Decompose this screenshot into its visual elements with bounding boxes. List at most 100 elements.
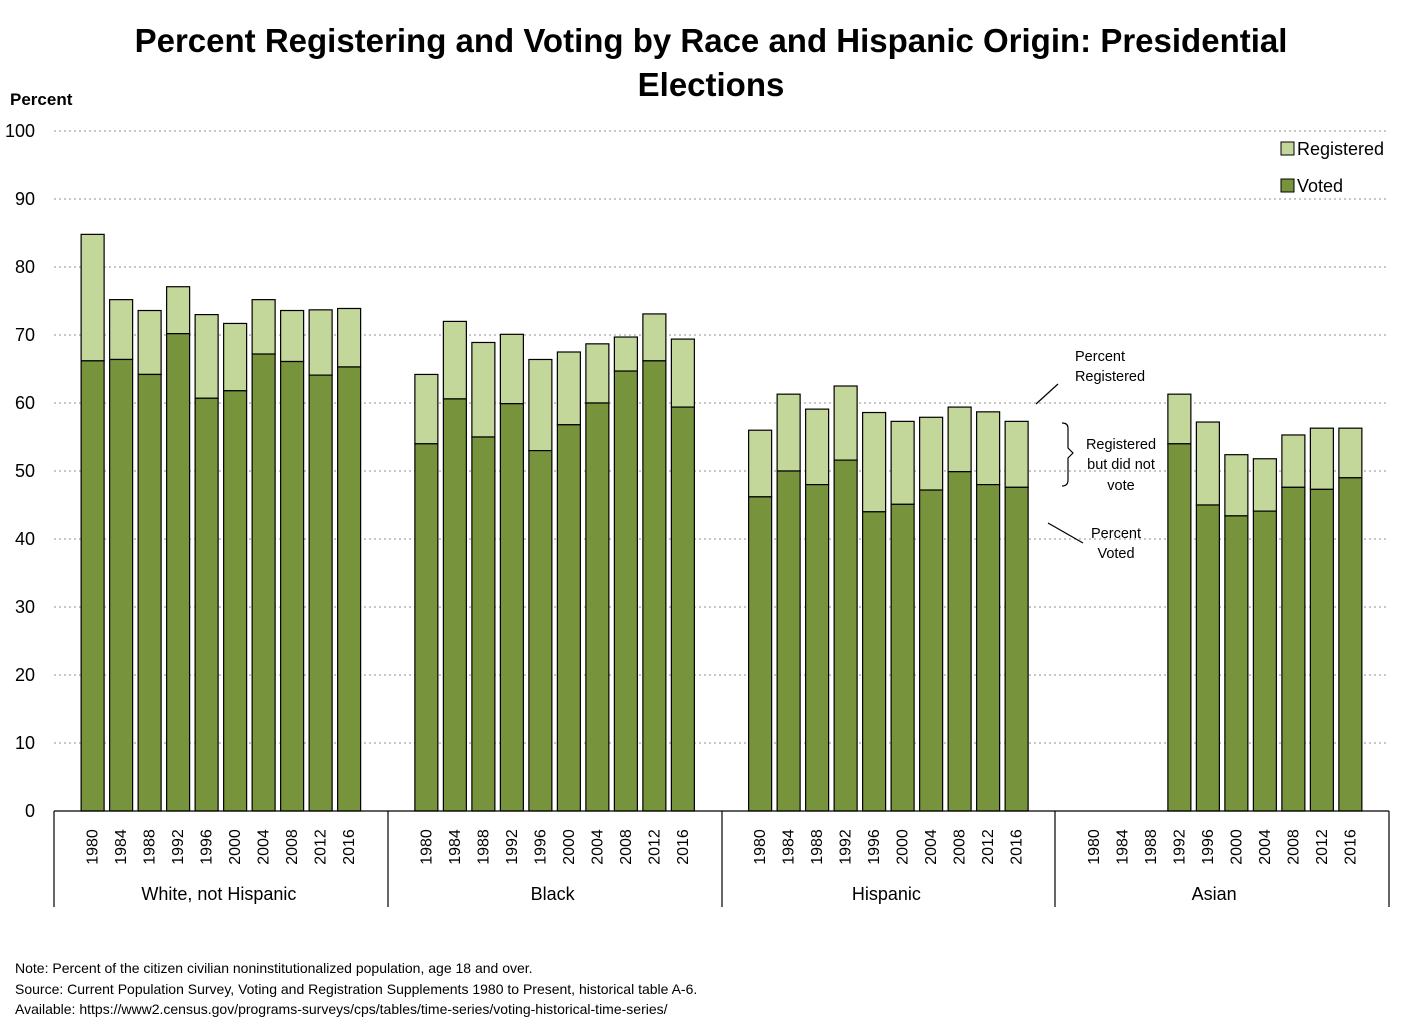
x-tick-label-year: 1980 (85, 829, 102, 865)
x-tick-label-year: 2008 (1285, 829, 1302, 865)
annotation-pointer-voted (1047, 522, 1084, 544)
x-tick-label-year: 1988 (1143, 829, 1160, 865)
annotation-percent-registered-line-2: Registered (1075, 369, 1145, 385)
x-tick-label-year: 1988 (142, 829, 159, 865)
bar-voted-1-2008 (613, 370, 638, 812)
legend-swatch-registered (1280, 141, 1295, 156)
y-axis-ticks: 0 10 20 30 40 50 60 70 80 90 100 (5, 121, 35, 821)
bar-voted-1-2004 (585, 402, 610, 812)
group-label: Hispanic (852, 884, 921, 904)
bar-voted-1-1996 (528, 450, 553, 812)
annotation-registered-not-voted-line-2: but did not (1087, 457, 1155, 473)
y-tick-label: 40 (15, 529, 35, 549)
x-tick-label-year: 2016 (1009, 829, 1026, 865)
chart-title-line-1: Percent Registering and Voting by Race a… (135, 22, 1288, 59)
bar-registered-1-1996 (528, 358, 553, 452)
bar-registered-2-1992 (833, 385, 858, 461)
annotation-percent-voted-line-2: Voted (1097, 546, 1134, 562)
group-label: Black (531, 884, 576, 904)
x-tick-label-year: 2012 (1314, 829, 1331, 865)
bar-voted-0-1980 (80, 360, 105, 812)
bar-voted-3-2000 (1224, 515, 1249, 812)
x-tick-label-year: 2012 (313, 829, 330, 865)
bar-registered-2-2008 (947, 406, 972, 473)
x-tick-label-year: 1980 (752, 829, 769, 865)
bar-registered-0-1988 (137, 309, 162, 376)
bar-registered-1-2012 (642, 313, 667, 362)
x-tick-label-year: 2000 (895, 829, 912, 865)
bar-registered-3-2016 (1338, 427, 1363, 479)
bar-voted-3-2004 (1252, 510, 1277, 812)
bar-registered-0-2000 (223, 322, 248, 392)
bar-registered-1-1980 (414, 373, 439, 445)
group-label: White, not Hispanic (141, 884, 296, 904)
x-tick-label-year: 1996 (1200, 829, 1217, 865)
x-tick-label-year: 1996 (199, 829, 216, 865)
x-tick-label-year: 2000 (561, 829, 578, 865)
y-axis-label: Percent (10, 90, 73, 109)
annotation-pointer-registered (1035, 383, 1059, 405)
x-tick-label-year: 2016 (675, 829, 692, 865)
bar-registered-1-1984 (442, 320, 467, 400)
source-line: Source: Current Population Survey, Votin… (15, 980, 698, 997)
bar-voted-1-1980 (414, 443, 439, 812)
bar-voted-1-1992 (499, 403, 524, 812)
bar-registered-2-2012 (976, 411, 1001, 486)
x-tick-label-year: 1992 (1171, 829, 1188, 865)
legend: Registered Voted (1280, 139, 1384, 196)
x-tick-label-year: 1988 (809, 829, 826, 865)
x-tick-label-year: 2016 (341, 829, 358, 865)
bar-voted-1-2016 (670, 406, 695, 812)
bar-voted-0-2008 (280, 360, 305, 812)
y-tick-label: 50 (15, 461, 35, 481)
bar-voted-2-1980 (748, 496, 773, 812)
bar-registered-2-1996 (862, 411, 887, 513)
x-tick-label-year: 1992 (838, 829, 855, 865)
bar-registered-2-2016 (1004, 420, 1029, 488)
x-tick-label-year: 1980 (418, 829, 435, 865)
bar-voted-3-2012 (1309, 488, 1334, 812)
y-tick-label: 100 (5, 121, 35, 141)
bar-registered-3-2012 (1309, 427, 1334, 490)
bar-registered-3-2000 (1224, 454, 1249, 517)
bar-voted-0-2016 (337, 366, 362, 812)
bar-registered-0-2008 (280, 309, 305, 363)
bar-registered-3-2008 (1281, 434, 1306, 488)
bar-registered-0-1980 (80, 233, 105, 362)
bar-registered-1-2016 (670, 338, 695, 408)
bar-voted-0-1996 (194, 397, 219, 812)
bar-voted-2-2012 (976, 484, 1001, 812)
x-tick-label-year: 1992 (504, 829, 521, 865)
legend-label-voted: Voted (1297, 176, 1343, 196)
x-tick-label-year: 2008 (284, 829, 301, 865)
bar-registered-1-1988 (471, 341, 496, 438)
bar-registered-1-2008 (613, 336, 638, 372)
bar-voted-1-2000 (556, 424, 581, 812)
x-tick-label-year: 2004 (589, 829, 606, 865)
bar-registered-2-1980 (748, 429, 773, 498)
y-tick-label: 20 (15, 665, 35, 685)
bar-registered-3-1992 (1167, 393, 1192, 445)
x-tick-label-year: 1996 (532, 829, 549, 865)
bar-registered-0-2016 (337, 307, 362, 368)
legend-label-registered: Registered (1297, 139, 1384, 159)
bar-voted-2-1984 (776, 470, 801, 812)
bar-voted-1-1988 (471, 436, 496, 812)
x-axis: 1980 1984 1988 1992 1996 2000 2004 2008 2012 2016… (53, 810, 1390, 907)
x-tick-label-year: 1984 (447, 829, 464, 865)
x-tick-label-year: 2004 (256, 829, 273, 865)
x-tick-label-year: 1992 (170, 829, 187, 865)
x-tick-label-year: 1996 (866, 829, 883, 865)
x-tick-label-year: 2008 (618, 829, 635, 865)
bar-voted-3-2016 (1338, 477, 1363, 812)
y-tick-label: 60 (15, 393, 35, 413)
bar-voted-0-1984 (109, 358, 134, 812)
chart-title-line-2: Elections (638, 66, 785, 103)
bar-voted-2-2016 (1004, 486, 1029, 812)
x-tick-label-year: 2000 (1228, 829, 1245, 865)
annotation-percent-voted-line-1: Percent (1091, 526, 1141, 542)
y-tick-label: 30 (15, 597, 35, 617)
chart-notes: Note: Percent of the citizen civilian no… (15, 958, 697, 1020)
y-tick-label: 90 (15, 189, 35, 209)
y-tick-label: 80 (15, 257, 35, 277)
